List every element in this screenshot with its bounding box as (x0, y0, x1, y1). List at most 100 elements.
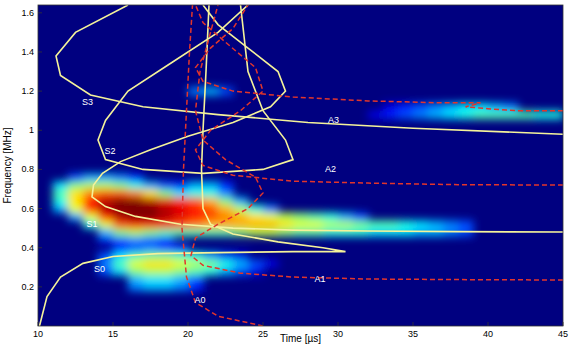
heatmap-cell (398, 103, 414, 111)
heatmap-cell (113, 173, 129, 181)
heatmap-cell (158, 236, 174, 244)
heatmap-cell (218, 205, 234, 213)
heatmap-cell (278, 212, 294, 220)
y-tick-label: 0.2 (21, 282, 34, 292)
heatmap-cell (233, 197, 249, 205)
heatmap-cell (188, 197, 204, 205)
heatmap-cell (263, 220, 279, 228)
heatmap-cell (218, 228, 234, 236)
heatmap-cell (278, 220, 294, 228)
heatmap-cell (233, 220, 249, 228)
heatmap-cell (68, 181, 84, 189)
heatmap-cell (173, 212, 189, 220)
x-tick (488, 322, 489, 326)
heatmap-cell (188, 181, 204, 189)
heatmap-cell (173, 197, 189, 205)
heatmap-cell (53, 181, 69, 189)
heatmap-cell (173, 181, 189, 189)
heatmap-cell (143, 220, 159, 228)
heatmap-cell (173, 283, 189, 291)
heatmap-cell (413, 220, 429, 228)
heatmap-cell (458, 220, 474, 228)
y-tick (38, 51, 42, 52)
heatmap-cell (248, 220, 264, 228)
curve-label: A2 (325, 164, 336, 174)
heatmap-cell (488, 111, 504, 119)
heatmap-cell (458, 111, 474, 119)
heatmap-cell (68, 197, 84, 205)
heatmap-cell (203, 189, 219, 197)
heatmap-cell (173, 189, 189, 197)
heatmap-cell (473, 111, 489, 119)
heatmap-cell (218, 189, 234, 197)
heatmap-cell (143, 259, 159, 267)
y-tick (38, 208, 42, 209)
curve-a0 (182, 5, 263, 326)
y-tick-label: 0.6 (21, 204, 34, 214)
y-tick (38, 130, 42, 131)
heatmap-cell (308, 220, 324, 228)
x-tick-label: 10 (33, 329, 43, 339)
heatmap-cell (173, 228, 189, 236)
heatmap-cell (53, 197, 69, 205)
heatmap-cell (413, 111, 429, 119)
curve-a3 (196, 5, 564, 111)
heatmap-cell (368, 228, 384, 236)
x-tick-label: 40 (483, 329, 493, 339)
heatmap-cell (443, 111, 459, 119)
curve-label: S1 (86, 219, 97, 229)
heatmap-cell (143, 283, 159, 291)
heatmap-cell (188, 189, 204, 197)
heatmap-cell (128, 275, 144, 283)
y-tick (38, 12, 42, 13)
heatmap-cell (128, 244, 144, 252)
heatmap-cell (428, 103, 444, 111)
heatmap-cell (158, 259, 174, 267)
heatmap-cell (113, 244, 129, 252)
y-tick-label: 0.8 (21, 164, 34, 174)
x-tick-label: 45 (558, 329, 568, 339)
curve-s1 (92, 5, 563, 232)
heatmap-cell (263, 212, 279, 220)
x-axis-label: Time [µs] (280, 333, 321, 344)
heatmap-cell (173, 244, 189, 252)
x-tick-label: 25 (258, 329, 268, 339)
x-tick (338, 322, 339, 326)
curve-label: S2 (104, 146, 115, 156)
heatmap-cell (233, 259, 249, 267)
heatmap-cell (143, 244, 159, 252)
heatmap-cell (53, 189, 69, 197)
heatmap-cell (398, 220, 414, 228)
x-tick (38, 322, 39, 326)
heatmap-cell (128, 220, 144, 228)
curve-a2 (196, 5, 564, 185)
heatmap-cell (218, 259, 234, 267)
heatmap-cell (548, 111, 563, 119)
heatmap-cell (128, 228, 144, 236)
heatmap-cell (323, 212, 339, 220)
y-tick (38, 286, 42, 287)
heatmap-cell (83, 197, 99, 205)
x-tick (113, 322, 114, 326)
heatmap-cell (143, 252, 159, 260)
heatmap-cell (158, 275, 174, 283)
heatmap-cell (308, 212, 324, 220)
y-tick-label: 0.4 (21, 243, 34, 253)
heatmap-cell (128, 189, 144, 197)
heatmap-cell (533, 111, 549, 119)
y-tick (38, 169, 42, 170)
heatmap-cell (98, 173, 114, 181)
heatmap-cell (218, 197, 234, 205)
curve-label: A3 (328, 115, 339, 125)
heatmap-cell (113, 197, 129, 205)
heatmap-cell (353, 228, 369, 236)
heatmap-cell (128, 283, 144, 291)
x-tick-label: 20 (183, 329, 193, 339)
y-axis-label: Frequency [MHz] (2, 127, 13, 203)
heatmap-cell (143, 228, 159, 236)
heatmap-cell (443, 103, 459, 111)
curve-label: A1 (314, 274, 325, 284)
plot-frame (38, 5, 563, 326)
heatmap-cell (158, 205, 174, 213)
heatmap-cell (398, 228, 414, 236)
